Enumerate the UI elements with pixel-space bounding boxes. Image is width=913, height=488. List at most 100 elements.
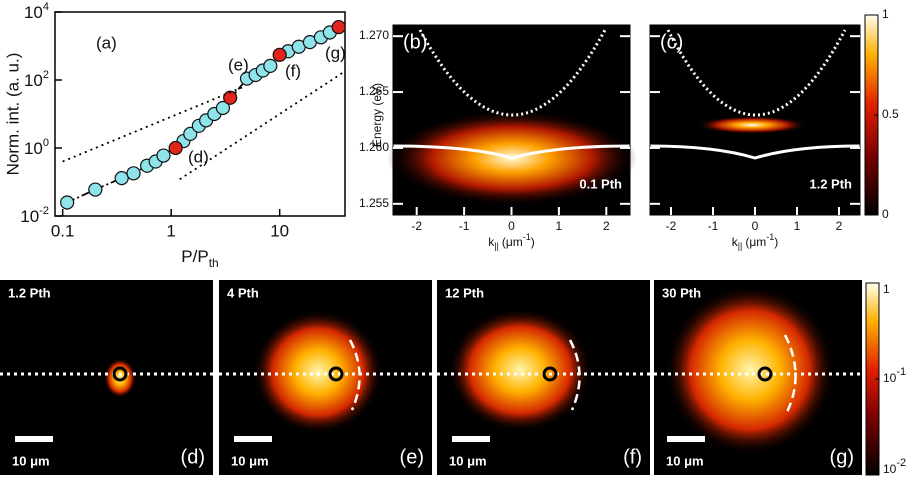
data-point bbox=[331, 19, 346, 35]
annotation: (f) bbox=[285, 61, 301, 80]
dispersion-dotted bbox=[666, 29, 847, 117]
tick-label: -2 bbox=[411, 219, 422, 233]
x-label-close: ) bbox=[774, 235, 778, 249]
tick-exponent: -1 bbox=[896, 366, 906, 378]
data-point bbox=[114, 171, 129, 186]
panel-label: (b) bbox=[403, 31, 427, 53]
scale-label: 10 μm bbox=[231, 453, 269, 468]
x-label-close: ) bbox=[531, 235, 535, 249]
tick-label: 0.1 bbox=[51, 221, 75, 240]
spot bbox=[665, 285, 835, 455]
tick-label: 0 bbox=[752, 219, 759, 233]
x-label-sup: -1 bbox=[766, 232, 774, 242]
series-line bbox=[62, 86, 243, 163]
x-label-sub: || bbox=[738, 241, 743, 251]
tick-exponent: 4 bbox=[43, 1, 49, 13]
data-point bbox=[88, 182, 103, 197]
power-label: 1.2 Pth bbox=[8, 285, 51, 300]
tick-label: 10-1 bbox=[883, 366, 906, 385]
x-label-unit: (μm bbox=[745, 235, 766, 249]
power-label: 0.1 Pth bbox=[579, 176, 622, 191]
tick-label: 1 bbox=[882, 7, 889, 21]
tick-base: 1.260 bbox=[359, 140, 389, 154]
tick-label: -1 bbox=[708, 219, 719, 233]
tick-base: 10 bbox=[24, 139, 43, 158]
tick-base: 10 bbox=[20, 207, 39, 226]
tick-label: 1 bbox=[883, 282, 890, 296]
x-label-sup: -1 bbox=[523, 232, 531, 242]
data-point bbox=[263, 58, 278, 73]
data-point bbox=[60, 195, 75, 210]
tick-base: 10 bbox=[883, 371, 897, 385]
tick-base: 10 bbox=[883, 462, 897, 476]
data-point bbox=[272, 47, 287, 62]
tick-label: 0 bbox=[508, 219, 515, 233]
tick-label: 10-2 bbox=[883, 457, 906, 476]
tick-exponent: -2 bbox=[896, 457, 906, 469]
tick-label: 1.265 bbox=[359, 84, 389, 98]
spot bbox=[253, 310, 383, 434]
tick-label: 2 bbox=[603, 219, 610, 233]
panel-label: (c) bbox=[660, 31, 683, 53]
panel-label: (e) bbox=[400, 446, 424, 468]
data-point bbox=[215, 100, 231, 116]
tick-base: 1.270 bbox=[359, 28, 389, 42]
y-axis-label: Energy (eV) bbox=[370, 83, 384, 147]
tick-exponent: -2 bbox=[39, 205, 49, 217]
spot bbox=[104, 358, 136, 398]
panel-label: (f) bbox=[623, 446, 642, 468]
x-label-base: k bbox=[488, 235, 495, 249]
tick-label: 0 bbox=[882, 207, 889, 221]
scale-label: 10 μm bbox=[449, 453, 487, 468]
tick-label: 102 bbox=[24, 69, 49, 91]
x-label-base: P/P bbox=[181, 247, 208, 266]
data-point bbox=[183, 126, 198, 141]
plot-frame bbox=[54, 11, 346, 217]
tick-label: -2 bbox=[666, 219, 677, 233]
x-axis-label: k|| (μm-1) bbox=[488, 232, 535, 251]
scale-label: 10 μm bbox=[12, 453, 50, 468]
tick-label: 1 bbox=[166, 221, 175, 240]
tick-base: 10 bbox=[24, 71, 43, 90]
tick-exponent: 2 bbox=[43, 69, 49, 81]
x-axis-label: k|| (μm-1) bbox=[732, 232, 779, 251]
data-point bbox=[168, 140, 183, 156]
tick-label: 1.255 bbox=[359, 196, 389, 210]
tick-exponent: 0 bbox=[43, 137, 49, 149]
scale-bars bbox=[15, 436, 705, 442]
scale-label: 10 μm bbox=[666, 453, 704, 468]
tick-label: 10 bbox=[270, 221, 289, 240]
tick-label: -1 bbox=[459, 219, 470, 233]
circles bbox=[112, 366, 773, 382]
tick-label: 1 bbox=[794, 219, 801, 233]
tick-label: 2 bbox=[836, 219, 843, 233]
dispersion-dotted bbox=[418, 29, 607, 117]
x-label-sub: th bbox=[209, 256, 219, 270]
tick-label: 104 bbox=[24, 1, 49, 23]
tick-label: 1 bbox=[556, 219, 563, 233]
tick-label: 0.5 bbox=[882, 107, 899, 121]
power-label: 30 Pth bbox=[662, 285, 701, 300]
annotation: (g) bbox=[325, 43, 346, 62]
tick-base: 10 bbox=[24, 3, 43, 22]
panel-label: (g) bbox=[830, 446, 854, 468]
annotation: (e) bbox=[228, 55, 249, 74]
x-axis-label: P/Pth bbox=[181, 247, 218, 270]
emission-c bbox=[697, 116, 807, 134]
x-label-sub: || bbox=[494, 241, 499, 251]
panel-label: (d) bbox=[181, 446, 205, 468]
data-point bbox=[223, 90, 238, 105]
tick-label: 10-2 bbox=[20, 205, 49, 227]
power-label: 1.2 Pth bbox=[809, 176, 852, 191]
tick-label: 1.260 bbox=[359, 140, 389, 154]
x-label-base: k bbox=[732, 235, 739, 249]
tick-label: 1.270 bbox=[359, 28, 389, 42]
dispersion-solid bbox=[392, 144, 631, 160]
data-point bbox=[126, 166, 141, 181]
annotation: (d) bbox=[188, 147, 209, 166]
x-label-unit: (μm bbox=[502, 235, 523, 249]
arcs bbox=[348, 334, 797, 413]
spot bbox=[448, 308, 592, 432]
